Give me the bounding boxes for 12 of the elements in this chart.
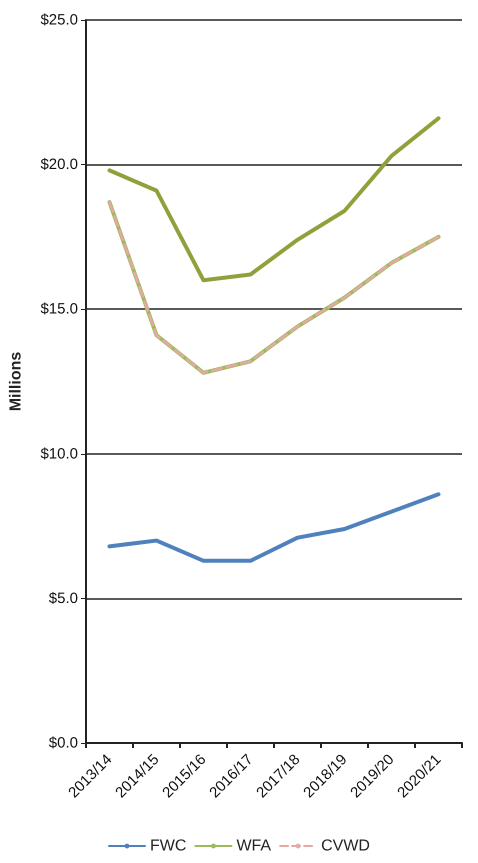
y-tick-label: $15.0	[40, 300, 78, 318]
y-tick-label: $20.0	[40, 156, 78, 174]
y-tick-label: $10.0	[40, 445, 78, 462]
line-series	[108, 116, 440, 282]
y-axis-title: Millions	[8, 352, 24, 412]
y-tick-label: $5.0	[48, 590, 78, 607]
legend-label: FWC	[150, 838, 186, 854]
y-tick-label: $0.0	[48, 734, 78, 752]
line-series	[108, 492, 440, 563]
legend-label: CVWD	[321, 838, 370, 854]
y-tick-label: $25.0	[40, 12, 78, 28]
legend-label: WFA	[236, 838, 272, 854]
